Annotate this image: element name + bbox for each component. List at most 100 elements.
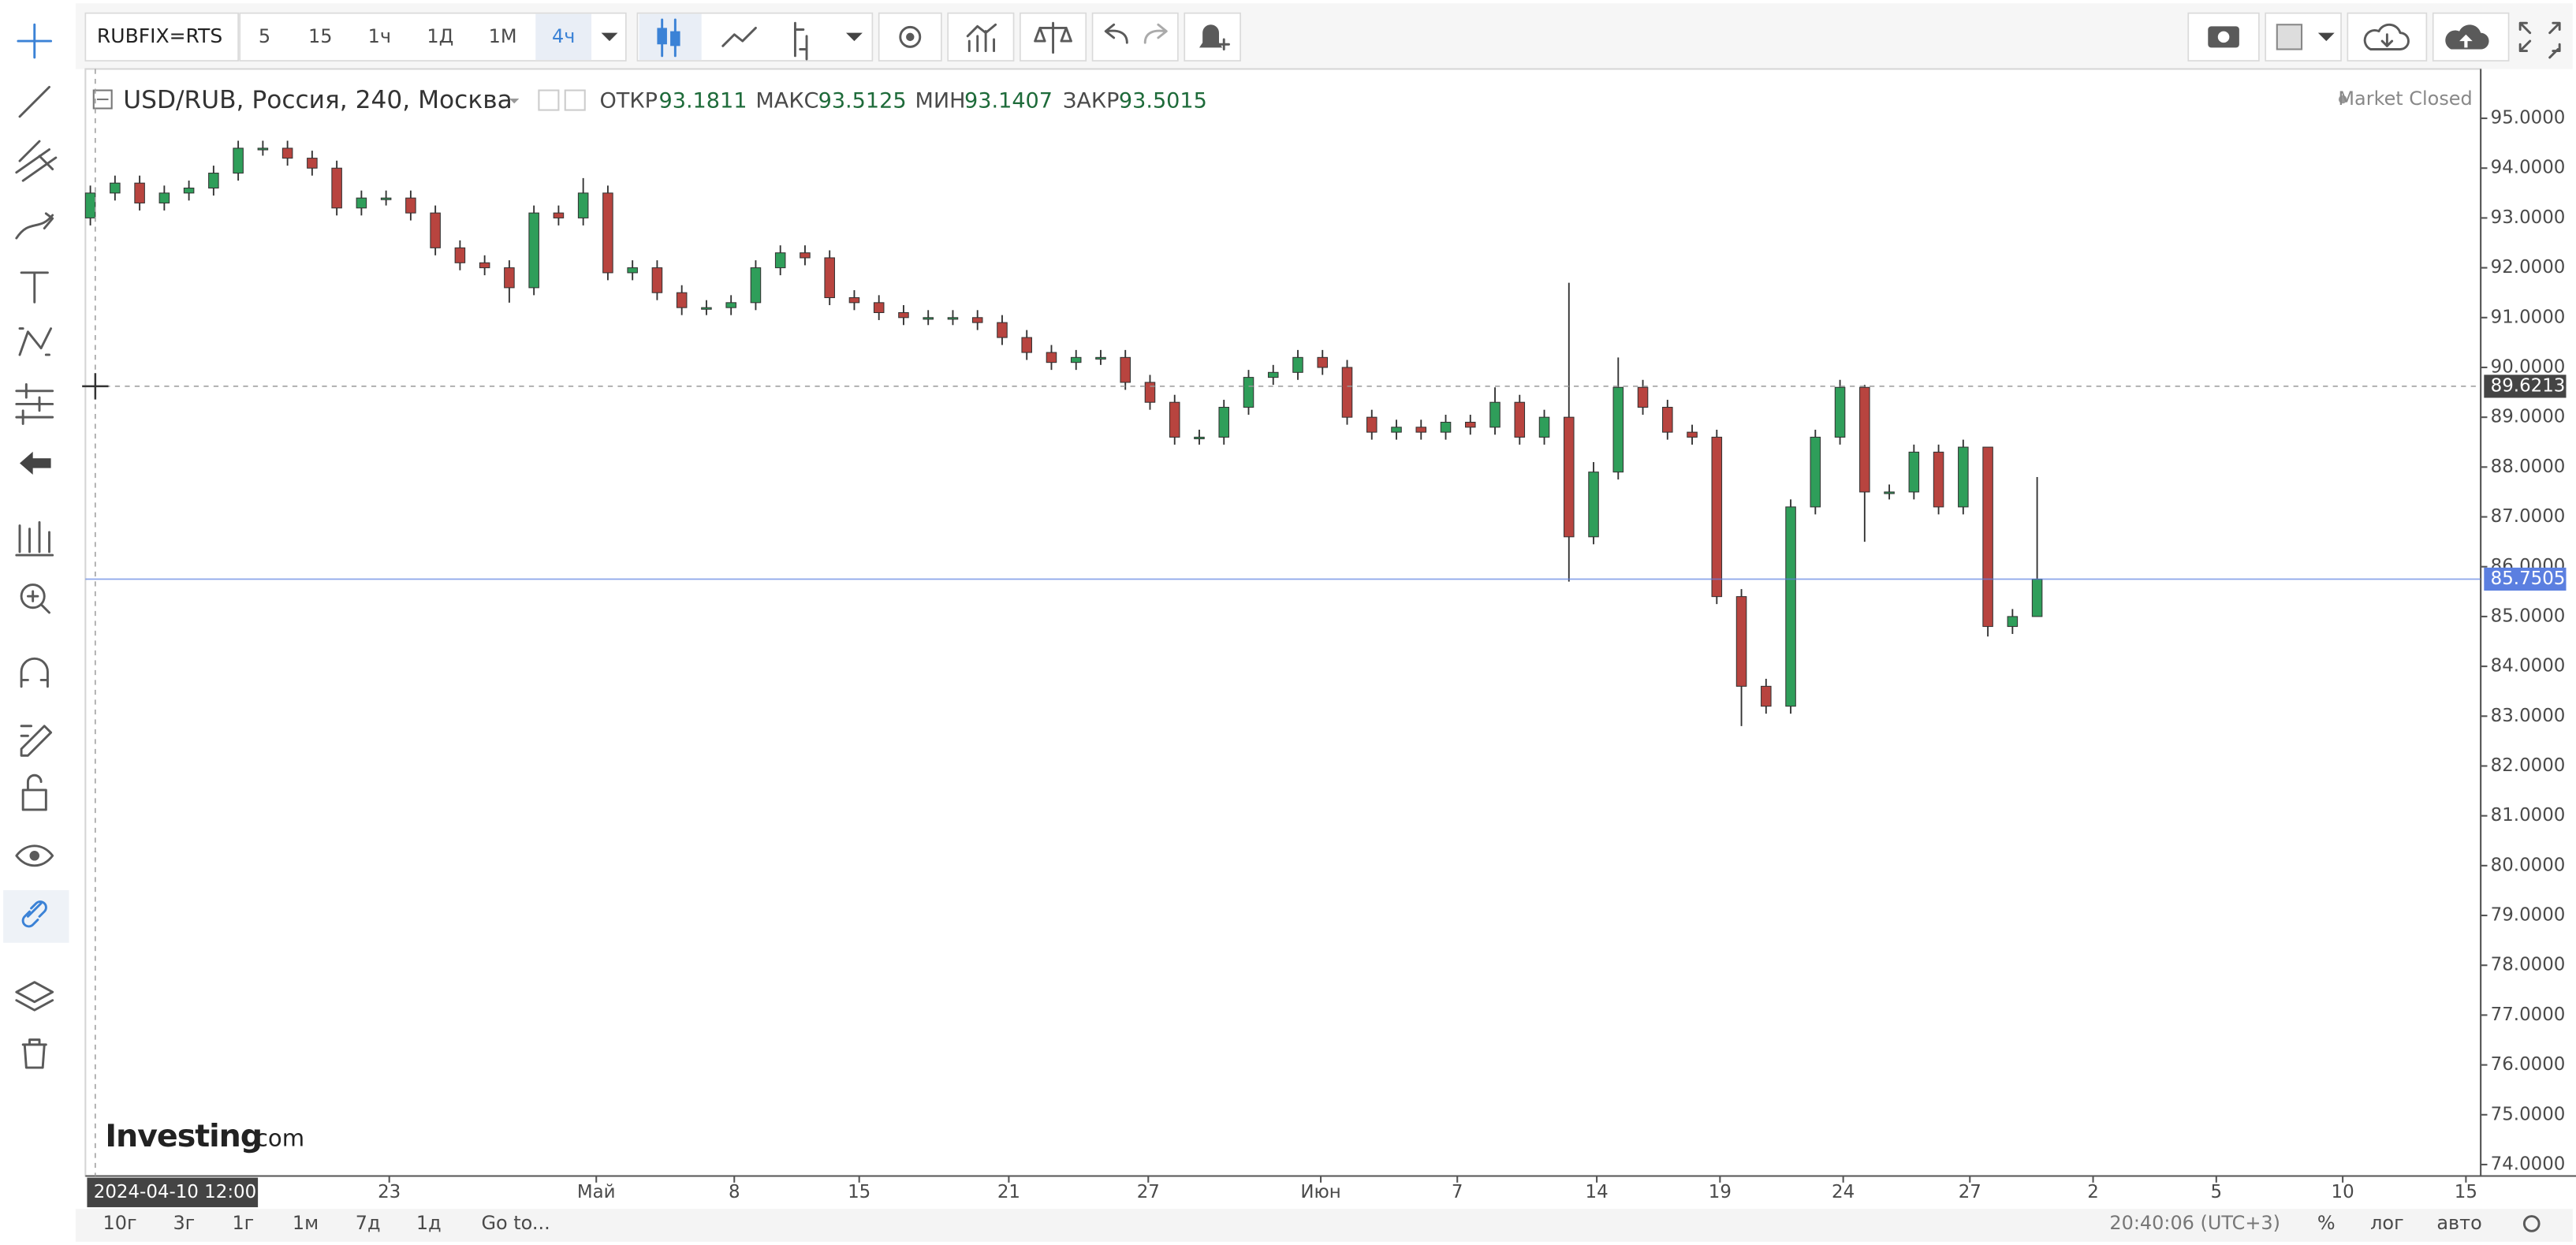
undo-redo[interactable] — [1091, 12, 1179, 62]
crosshair-time-label: 2024-04-10 12:00:00 — [94, 1182, 285, 1202]
layout-button[interactable] — [2265, 12, 2342, 62]
bottom-bar — [75, 1209, 2573, 1242]
candle-body — [1958, 446, 1969, 508]
fullscreen-button[interactable] — [2518, 21, 2561, 59]
candle-body — [923, 317, 934, 320]
candle-body — [1859, 386, 1870, 493]
candle-body — [1538, 416, 1550, 438]
link-tool[interactable] — [21, 900, 47, 928]
y-tick-label: 95.0000 — [2491, 108, 2566, 129]
candle-body — [553, 212, 565, 218]
interval-button[interactable]: 5 — [259, 25, 270, 47]
y-tick-label: 92.0000 — [2491, 257, 2566, 278]
zoom-tool[interactable] — [20, 583, 46, 609]
settings-button[interactable] — [878, 12, 942, 62]
percent-toggle[interactable]: % — [2317, 1212, 2336, 1234]
candle-body — [1785, 506, 1796, 707]
range-button[interactable]: 7д — [356, 1212, 381, 1234]
log-toggle[interactable]: лог — [2370, 1212, 2404, 1234]
goto-button[interactable]: Go to... — [481, 1212, 550, 1234]
x-tick-label: Июн — [1300, 1182, 1340, 1202]
candle-body — [1735, 596, 1747, 687]
candle-body — [1761, 685, 1772, 707]
ohlc-value: 93.5125 — [818, 89, 907, 114]
interval-button[interactable]: 1ч — [368, 25, 391, 47]
last-price-box — [2484, 567, 2567, 591]
alert-button[interactable] — [1184, 12, 1241, 62]
crosshair-tool[interactable] — [17, 23, 53, 59]
candle-body — [1095, 356, 1106, 360]
screenshot-button[interactable] — [2187, 12, 2260, 62]
legend-settings[interactable] — [564, 89, 586, 111]
auto-toggle[interactable]: авто — [2436, 1212, 2481, 1234]
candle-body — [307, 158, 318, 169]
collapse-button[interactable] — [92, 89, 113, 110]
text-tool[interactable] — [20, 271, 49, 304]
candle-body — [1440, 421, 1452, 433]
interval-button[interactable]: 15 — [308, 25, 332, 47]
range-button[interactable]: 10г — [103, 1212, 137, 1234]
range-button[interactable]: 3г — [173, 1212, 195, 1234]
candle-body — [1194, 436, 1205, 440]
candle-body — [183, 187, 195, 194]
back-tool[interactable] — [20, 451, 51, 475]
x-tick-label: 2 — [2087, 1182, 2099, 1202]
range-button[interactable]: 1г — [232, 1212, 254, 1234]
candle-body — [848, 296, 860, 304]
legend-eye[interactable] — [538, 89, 560, 111]
interval-button[interactable]: 4ч — [552, 25, 575, 47]
crosshair-price-box — [2484, 375, 2567, 398]
y-tick-label: 87.0000 — [2491, 506, 2566, 527]
hide-tool[interactable] — [15, 844, 54, 867]
interval-button[interactable]: 1М — [489, 25, 517, 47]
range-button[interactable]: 1м — [293, 1212, 319, 1234]
y-tick-label: 81.0000 — [2491, 805, 2566, 826]
axis-settings[interactable] — [2522, 1215, 2541, 1232]
candle-body — [110, 182, 121, 194]
y-tick-label: 93.0000 — [2491, 207, 2566, 228]
candle-body — [1243, 377, 1254, 408]
measure-tool[interactable] — [15, 520, 54, 557]
y-tick-label: 77.0000 — [2491, 1005, 2566, 1025]
trash-tool[interactable] — [21, 1038, 47, 1069]
candle-body — [577, 192, 589, 218]
plot: 74.0000 75.0000 76.0000 77.0000 78.0000 79.00… — [82, 69, 2567, 1208]
y-tick-label: 91.0000 — [2491, 307, 2566, 327]
brush-tool[interactable] — [15, 212, 54, 240]
candle-body — [281, 147, 293, 159]
watermark-brand: Investing — [105, 1118, 262, 1154]
gann-tool[interactable] — [15, 140, 58, 182]
trend-line-tool[interactable] — [18, 85, 50, 118]
cloud-load-button[interactable] — [2347, 12, 2428, 62]
prediction-tool[interactable] — [15, 382, 54, 425]
candle-body — [233, 147, 244, 174]
x-tick-label: 7 — [1452, 1182, 1463, 1202]
status-dot — [2338, 95, 2347, 104]
candle-body — [1415, 427, 1427, 433]
candle-body — [1933, 451, 1944, 508]
watermark-suffix: .com — [248, 1125, 305, 1152]
cloud-save-button[interactable] — [2432, 12, 2510, 62]
compare-button[interactable] — [1020, 12, 1087, 62]
chart-style-buttons[interactable] — [636, 12, 874, 62]
x-tick-label: 24 — [1832, 1182, 1855, 1202]
interval-button[interactable]: 1Д — [427, 25, 453, 47]
crosshair-price-label: 89.6213 — [2491, 375, 2566, 396]
layers-tool[interactable] — [15, 981, 54, 1012]
magnet-tool[interactable] — [20, 657, 49, 688]
candle-body — [824, 257, 835, 299]
candle-body — [1564, 416, 1575, 538]
y-tick-label: 76.0000 — [2491, 1054, 2566, 1075]
range-button[interactable]: 1д — [416, 1212, 442, 1234]
indicators-button[interactable] — [947, 12, 1015, 62]
pattern-tool[interactable] — [18, 327, 53, 356]
symbol[interactable]: RUBFIX=RTS — [97, 24, 222, 47]
lock-tool[interactable] — [21, 773, 47, 811]
lock-drawings-tool[interactable] — [20, 725, 53, 757]
candle-body — [898, 311, 909, 319]
legend-dropdown[interactable] — [509, 98, 520, 104]
candle-body — [1341, 367, 1353, 418]
y-tick-label: 78.0000 — [2491, 955, 2566, 975]
symbol-box[interactable]: RUBFIX=RTS — [84, 12, 239, 62]
